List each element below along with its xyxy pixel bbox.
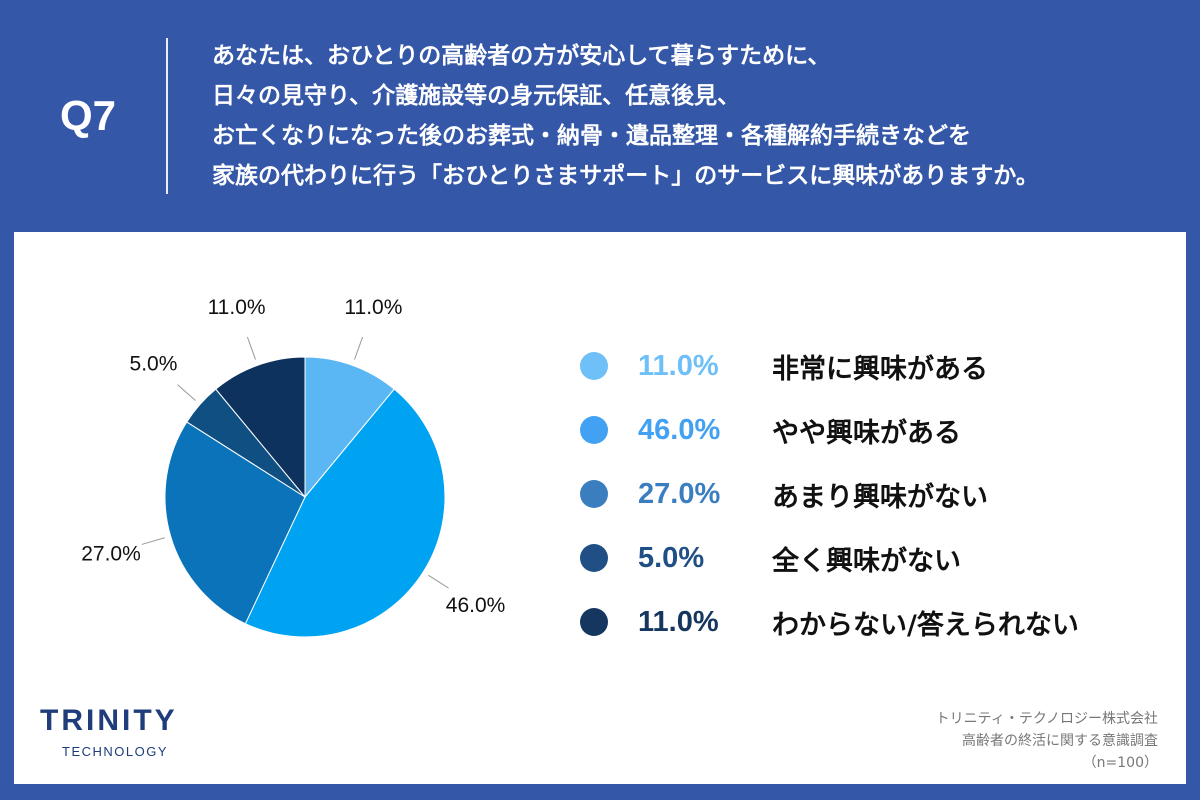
- divider: [166, 38, 168, 194]
- legend-item: 11.0% わからない/答えられない: [580, 590, 1079, 654]
- leader-line: [428, 574, 449, 589]
- legend-dot: [580, 608, 608, 636]
- data-label: 5.0%: [130, 352, 178, 375]
- leader-line: [177, 384, 196, 401]
- legend-label: やや興味がある: [772, 417, 961, 449]
- legend-item: 46.0% やや興味がある: [580, 398, 1079, 462]
- leader-line: [141, 537, 165, 545]
- legend-item: 27.0% あまり興味がない: [580, 462, 1079, 526]
- leader-line: [353, 336, 364, 360]
- legend-item: 11.0% 非常に興味がある: [580, 334, 1079, 398]
- legend: 11.0% 非常に興味がある 46.0% やや興味がある 27.0% あまり興味がない 5.…: [580, 334, 1079, 654]
- pie-slice: [244, 388, 446, 638]
- legend-label: 全く興味がない: [772, 545, 961, 577]
- legend-dot: [580, 480, 608, 508]
- data-label: 11.0%: [344, 296, 402, 319]
- data-label: 11.0%: [208, 296, 266, 319]
- data-label: 46.0%: [446, 594, 506, 617]
- question-line: あなたは、おひとりの高齢者の方が安心して暮らすために、: [212, 43, 831, 69]
- logo-sub: TECHNOLOGY: [62, 744, 169, 759]
- question-line: お亡くなりになった後のお葬式・納骨・遺品整理・各種解約手続きなどを: [212, 123, 971, 149]
- legend-percent: 27.0%: [638, 477, 721, 510]
- question-text: あなたは、おひとりの高齢者の方が安心して暮らすために、 日々の見守り、介護施設等…: [212, 36, 1039, 196]
- pie-slice: [304, 356, 395, 499]
- pie-slice: [164, 421, 306, 625]
- leader-line: [246, 336, 257, 360]
- legend-item: 5.0% 全く興味がない: [580, 526, 1079, 590]
- legend-percent: 11.0%: [638, 605, 719, 638]
- legend-dot: [580, 544, 608, 572]
- question-number: Q7: [60, 92, 117, 139]
- source-line: トリニティ・テクノロジー株式会社: [935, 711, 1158, 727]
- pie-slice: [215, 356, 306, 499]
- source-note: トリニティ・テクノロジー株式会社 高齢者の終活に関する意識調査 （n=100）: [936, 708, 1158, 774]
- question-line: 日々の見守り、介護施設等の身元保証、任意後見、: [212, 83, 741, 109]
- legend-percent: 11.0%: [638, 349, 719, 382]
- legend-dot: [580, 416, 608, 444]
- legend-percent: 46.0%: [638, 413, 721, 446]
- legend-label: 非常に興味がある: [772, 353, 988, 385]
- source-line: （n=100）: [1082, 755, 1158, 771]
- question-line: 家族の代わりに行う「おひとりさまサポート」のサービスに興味がありますか。: [212, 163, 1039, 189]
- legend-percent: 5.0%: [638, 541, 705, 574]
- logo-main: TRINITY: [40, 704, 178, 737]
- source-line: 高齢者の終活に関する意識調査: [962, 733, 1158, 749]
- legend-label: あまり興味がない: [772, 481, 988, 513]
- legend-dot: [580, 352, 608, 380]
- data-label: 27.0%: [81, 542, 141, 565]
- trinity-logo: TRINITY TECHNOLOGY: [40, 704, 178, 759]
- legend-label: わからない/答えられない: [772, 609, 1079, 641]
